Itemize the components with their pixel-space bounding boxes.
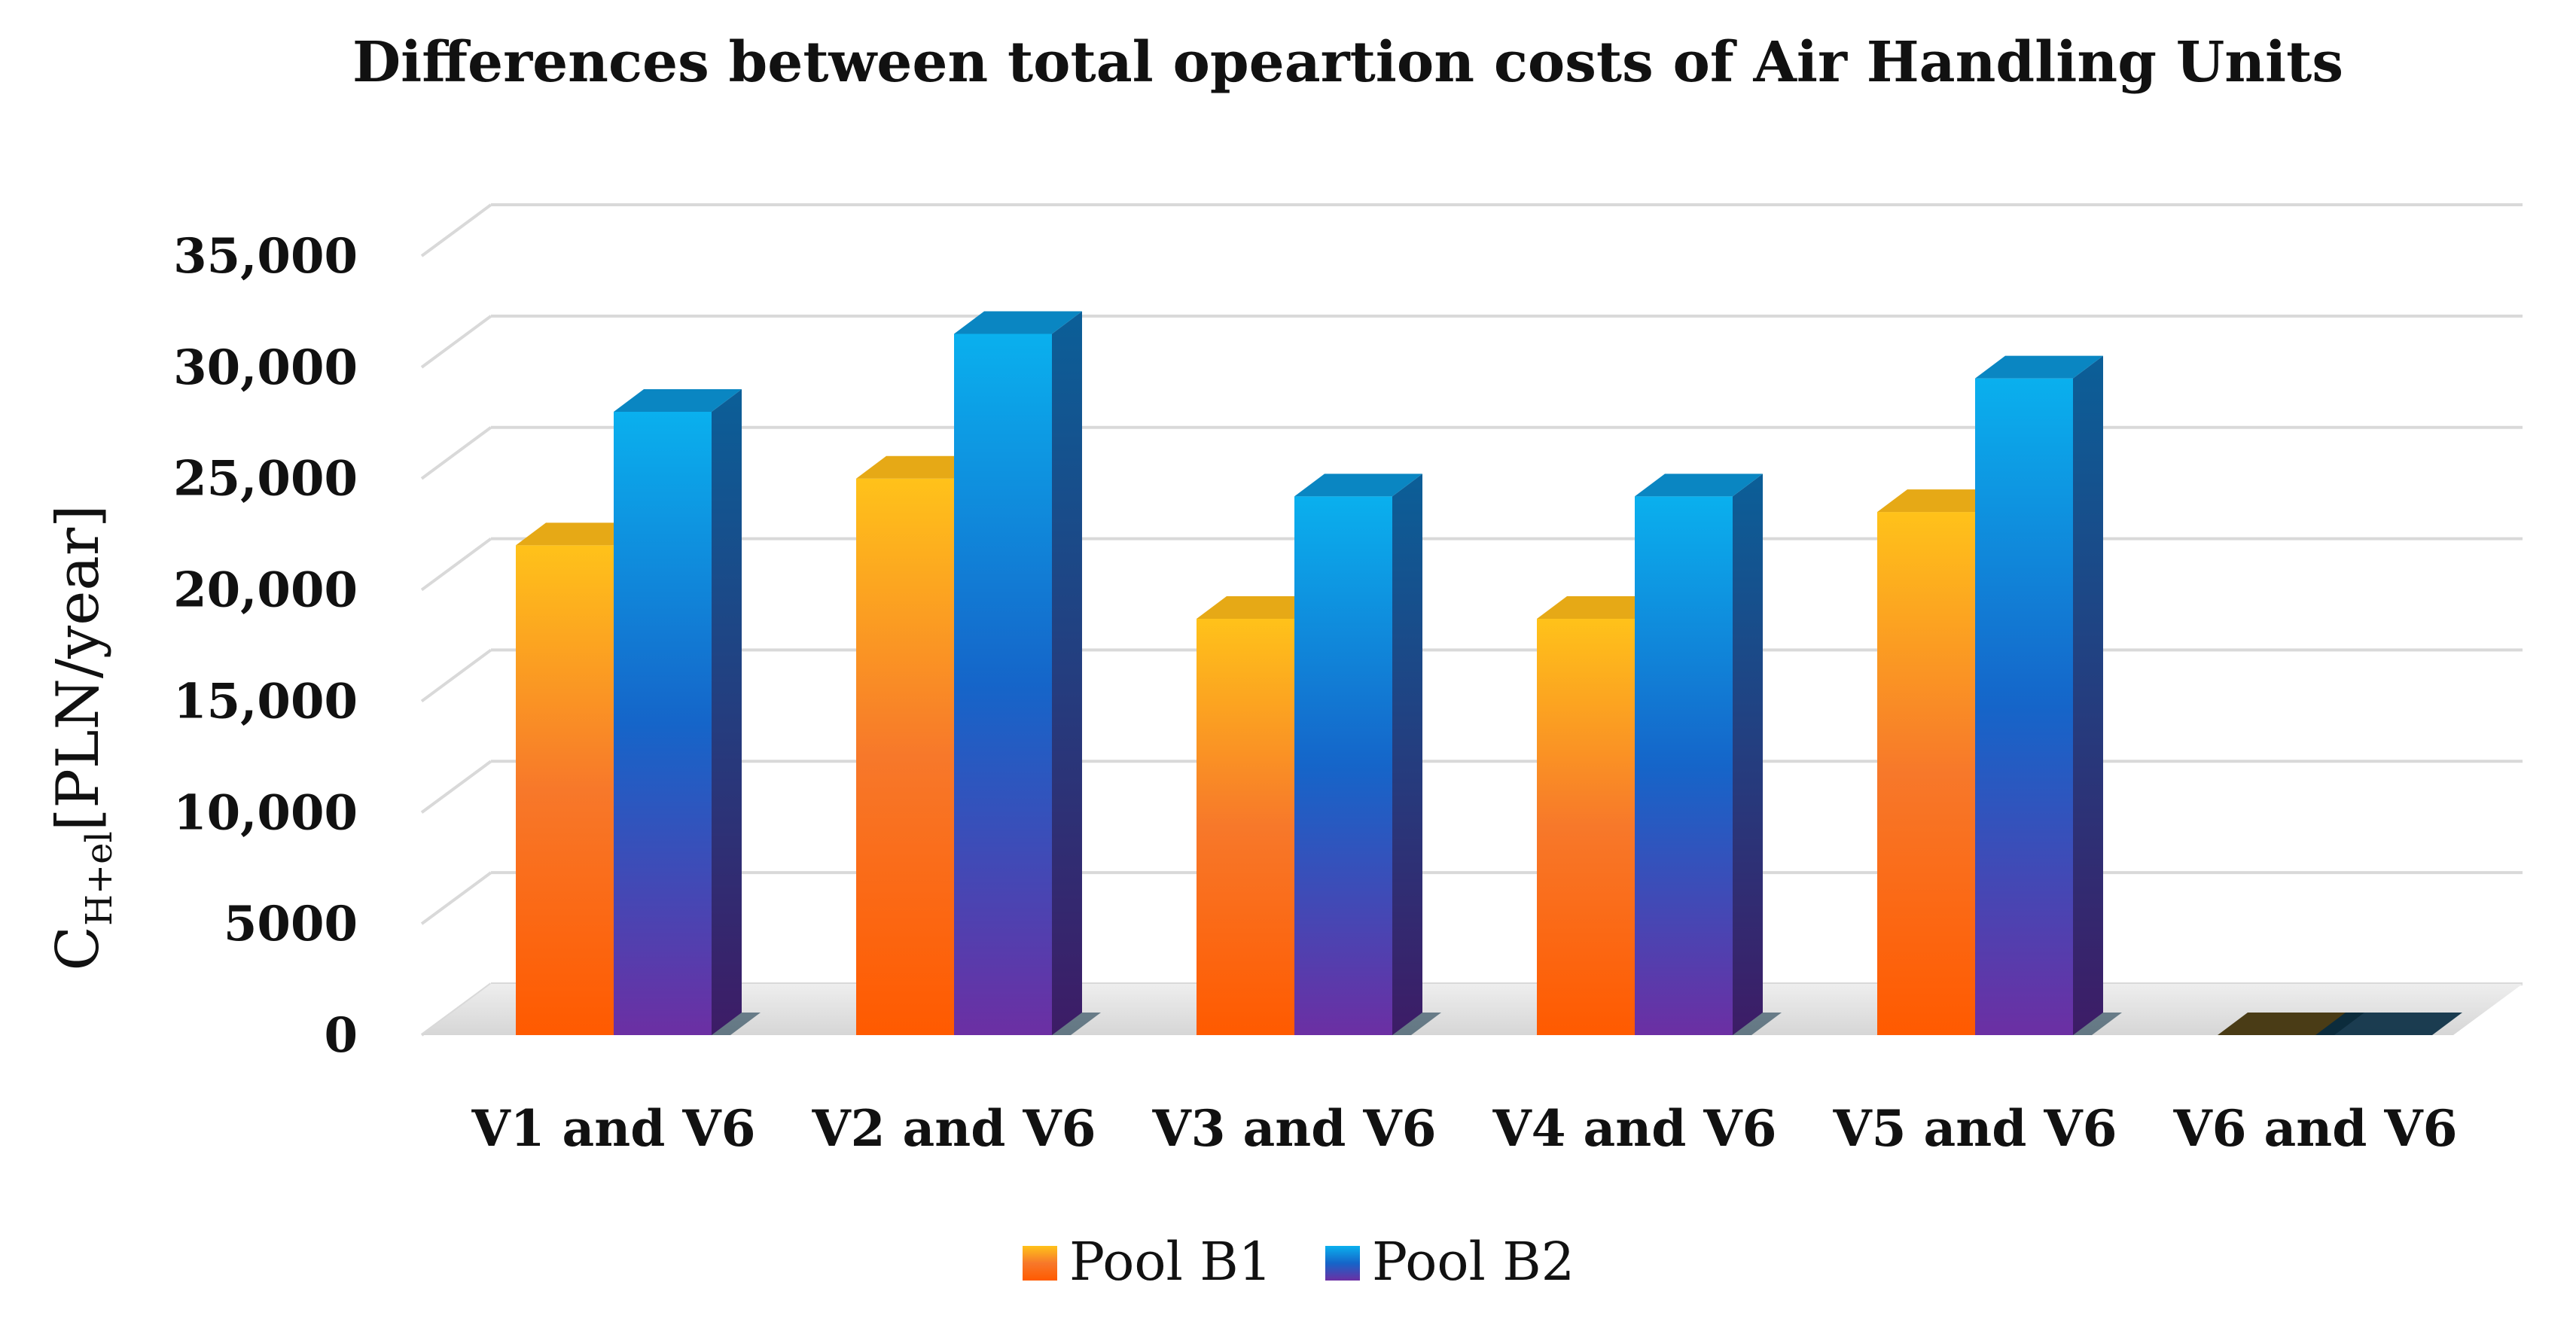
y-axis-ticks: 0 5000 10,000 15,000 20,000 25,000 30,000 35,00… xyxy=(173,228,358,1064)
y-axis-label-main: C xyxy=(44,926,112,971)
bar-front xyxy=(1635,496,1733,1035)
x-category-label: V2 and V6 xyxy=(811,1099,1096,1158)
bar-top xyxy=(1635,474,1763,497)
y-axis-label-subscript: H+el xyxy=(78,831,120,926)
bar-top xyxy=(614,389,742,412)
bar-pool-b2 xyxy=(614,389,761,1035)
y-tick-label: 15,000 xyxy=(173,673,358,729)
bar-front xyxy=(1197,619,1294,1035)
y-tick-label: 25,000 xyxy=(173,451,358,507)
bar-side xyxy=(1052,311,1082,1035)
bar-pool-b2 xyxy=(1294,474,1441,1035)
y-tick-label: 10,000 xyxy=(173,784,358,841)
x-category-label: V1 and V6 xyxy=(471,1099,755,1158)
bar-top xyxy=(1294,474,1422,497)
gridline-depth xyxy=(420,537,492,592)
gridline-depth xyxy=(420,203,492,257)
y-axis-label-unit: [PLN/year] xyxy=(44,504,112,831)
bar-side xyxy=(712,389,742,1035)
gridline-depth xyxy=(420,760,492,814)
bar-front xyxy=(1537,619,1635,1035)
bar-front xyxy=(1294,496,1392,1035)
bar-side xyxy=(1392,474,1422,1035)
bar-front xyxy=(516,545,614,1035)
x-category-label: V3 and V6 xyxy=(1151,1099,1436,1158)
y-tick-label: 5000 xyxy=(224,896,358,952)
legend-label-pool-b1: Pool B1 xyxy=(1069,1231,1272,1293)
bar-top xyxy=(1197,596,1325,620)
bar-pool-b2 xyxy=(2315,1013,2462,1035)
y-tick-label: 30,000 xyxy=(173,340,358,396)
bar-top xyxy=(1975,355,2103,379)
y-tick-label: 20,000 xyxy=(173,562,358,619)
bar-top xyxy=(516,522,644,546)
x-axis-categories: V1 and V6 V2 and V6 V3 and V6 V4 and V6 V5 a… xyxy=(471,1099,2457,1158)
y-tick-label: 35,000 xyxy=(173,228,358,285)
bar-front xyxy=(614,412,712,1035)
legend-label-pool-b2: Pool B2 xyxy=(1372,1231,1575,1293)
legend-swatch-pool-b2 xyxy=(1325,1246,1360,1281)
legend: Pool B1 Pool B2 xyxy=(1023,1231,1575,1293)
gridline-depth xyxy=(420,315,492,369)
bar-front xyxy=(1975,378,2073,1036)
gridline-depth xyxy=(420,648,492,703)
y-axis-label: CH+el[PLN/year] xyxy=(44,504,120,970)
bar-top xyxy=(1537,596,1665,620)
bar-front xyxy=(1877,512,1975,1035)
chart-title: Differences between total opeartion cost… xyxy=(352,30,2343,95)
gridline-depth xyxy=(420,871,492,925)
bar-front xyxy=(856,478,954,1035)
x-category-label: V4 and V6 xyxy=(1492,1099,1776,1158)
bar-pool-b2 xyxy=(1975,355,2122,1036)
x-category-label: V5 and V6 xyxy=(1832,1099,2117,1158)
bar-side xyxy=(2073,355,2103,1036)
bar-pool-b2 xyxy=(1635,474,1782,1035)
legend-swatch-pool-b1 xyxy=(1023,1246,1057,1281)
y-tick-label: 0 xyxy=(324,1007,358,1064)
bar-front xyxy=(954,333,1052,1035)
bar-top xyxy=(1877,489,2005,513)
bar-top xyxy=(954,311,1082,334)
bars xyxy=(516,311,2462,1036)
gridline-depth xyxy=(420,426,492,480)
bar-side xyxy=(1733,474,1763,1035)
bar-pool-b2 xyxy=(954,311,1101,1035)
bar-shadow xyxy=(2315,1013,2462,1035)
bar-top xyxy=(856,455,984,479)
x-category-label: V6 and V6 xyxy=(2172,1099,2457,1158)
